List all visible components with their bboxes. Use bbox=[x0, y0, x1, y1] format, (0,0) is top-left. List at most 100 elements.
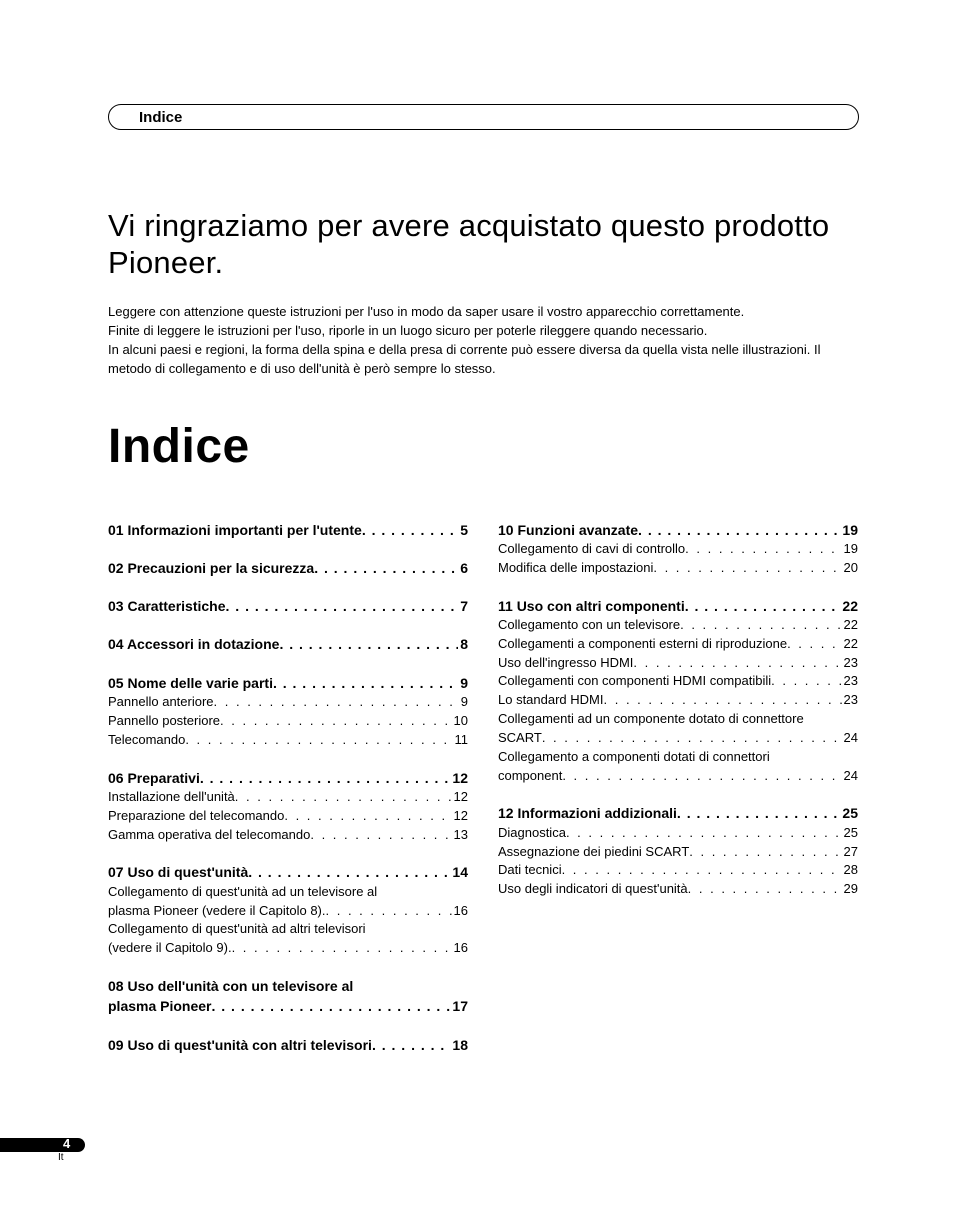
toc-sub: Dati tecnici28 bbox=[498, 861, 858, 880]
toc-sub: Collegamento a componenti dotati di conn… bbox=[498, 748, 858, 786]
toc-line: 10 Funzioni avanzate19 bbox=[498, 520, 858, 540]
toc-chapter: 07 Uso di quest'unità14 bbox=[108, 862, 468, 882]
toc-leader bbox=[248, 862, 450, 882]
toc-page: 22 bbox=[842, 616, 858, 635]
footer-bar bbox=[0, 1138, 85, 1152]
toc-leader bbox=[232, 939, 452, 958]
toc-chapter: 09 Uso di quest'unità con altri televiso… bbox=[108, 1035, 468, 1055]
toc-page: 19 bbox=[840, 520, 858, 540]
toc-label: 11 Uso con altri componenti bbox=[498, 596, 685, 616]
toc-spacer bbox=[108, 958, 468, 976]
toc-line: Collegamento con un televisore22 bbox=[498, 616, 858, 635]
toc-leader bbox=[200, 768, 451, 788]
toc-line: Collegamento di quest'unità ad altri tel… bbox=[108, 920, 468, 939]
toc-line: Dati tecnici28 bbox=[498, 861, 858, 880]
toc-label: Pannello anteriore bbox=[108, 693, 214, 712]
toc-leader bbox=[279, 634, 458, 654]
toc-label: Installazione dell'unità bbox=[108, 788, 235, 807]
toc-label: Dati tecnici bbox=[498, 861, 562, 880]
toc-line: Uso degli indicatori di quest'unità29 bbox=[498, 880, 858, 899]
toc-label: Collegamento di quest'unità ad un televi… bbox=[108, 883, 377, 902]
toc-line: 11 Uso con altri componenti22 bbox=[498, 596, 858, 616]
intro-line: Finite di leggere le istruzioni per l'us… bbox=[108, 322, 859, 341]
toc-label: Collegamenti con componenti HDMI compati… bbox=[498, 672, 771, 691]
toc-spacer bbox=[108, 540, 468, 558]
toc-spacer bbox=[108, 655, 468, 673]
toc-spacer bbox=[108, 844, 468, 862]
toc-sub: Preparazione del telecomando12 bbox=[108, 807, 468, 826]
toc-label: Collegamento di quest'unità ad altri tel… bbox=[108, 920, 366, 939]
toc-leader bbox=[604, 691, 842, 710]
toc-line: Collegamenti con componenti HDMI compati… bbox=[498, 672, 858, 691]
toc-chapter: 02 Precauzioni per la sicurezza6 bbox=[108, 558, 468, 578]
toc-line: 01 Informazioni importanti per l'utente5 bbox=[108, 520, 468, 540]
toc-label: Collegamento a componenti dotati di conn… bbox=[498, 748, 770, 767]
toc-label: Collegamenti a componenti esterni di rip… bbox=[498, 635, 787, 654]
toc-page: 16 bbox=[452, 939, 468, 958]
toc-label: 05 Nome delle varie parti bbox=[108, 673, 273, 693]
toc-label: 09 Uso di quest'unità con altri televiso… bbox=[108, 1035, 372, 1055]
toc-line: plasma Pioneer (vedere il Capitolo 8).16 bbox=[108, 902, 468, 921]
document-page: Indice Vi ringraziamo per avere acquista… bbox=[0, 0, 954, 1229]
toc-leader bbox=[633, 654, 841, 673]
toc-sub: Uso dell'ingresso HDMI 23 bbox=[498, 654, 858, 673]
toc-line: Collegamenti ad un componente dotato di … bbox=[498, 710, 858, 729]
toc-leader bbox=[326, 902, 452, 921]
toc-line: 05 Nome delle varie parti9 bbox=[108, 673, 468, 693]
toc-leader bbox=[638, 520, 840, 540]
toc-sub: Modifica delle impostazioni 20 bbox=[498, 559, 858, 578]
toc-label: Modifica delle impostazioni bbox=[498, 559, 653, 578]
toc-page: 14 bbox=[450, 862, 468, 882]
toc-label: Assegnazione dei piedini SCART bbox=[498, 843, 689, 862]
toc-line: Lo standard HDMI 23 bbox=[498, 691, 858, 710]
toc-line: Pannello posteriore10 bbox=[108, 712, 468, 731]
toc-page: 5 bbox=[458, 520, 468, 540]
toc-sub: Lo standard HDMI 23 bbox=[498, 691, 858, 710]
toc-label: plasma Pioneer (vedere il Capitolo 8). bbox=[108, 902, 326, 921]
toc-page: 18 bbox=[450, 1035, 468, 1055]
toc-page: 7 bbox=[458, 596, 468, 616]
toc-leader bbox=[226, 596, 459, 616]
toc-label: 03 Caratteristiche bbox=[108, 596, 226, 616]
toc-page: 23 bbox=[842, 654, 858, 673]
toc-label: 06 Preparativi bbox=[108, 768, 200, 788]
toc-leader bbox=[688, 880, 842, 899]
toc-columns: 01 Informazioni importanti per l'utente5… bbox=[108, 520, 859, 1055]
toc-line: Installazione dell'unità 12 bbox=[108, 788, 468, 807]
toc-sub: Diagnostica25 bbox=[498, 824, 858, 843]
toc-line: Assegnazione dei piedini SCART27 bbox=[498, 843, 858, 862]
toc-line: 07 Uso di quest'unità14 bbox=[108, 862, 468, 882]
toc-spacer bbox=[498, 578, 858, 596]
toc-label: 12 Informazioni addizionali bbox=[498, 803, 677, 823]
toc-label: 02 Precauzioni per la sicurezza bbox=[108, 558, 314, 578]
toc-leader bbox=[685, 540, 841, 559]
toc-label: 08 Uso dell'unità con un televisore al bbox=[108, 976, 353, 996]
toc-page: 23 bbox=[842, 672, 858, 691]
toc-sub: Installazione dell'unità 12 bbox=[108, 788, 468, 807]
toc-label: Uso dell'ingresso HDMI bbox=[498, 654, 633, 673]
toc-sub: Collegamenti con componenti HDMI compati… bbox=[498, 672, 858, 691]
toc-label: Telecomando bbox=[108, 731, 185, 750]
toc-chapter: 04 Accessori in dotazione8 bbox=[108, 634, 468, 654]
toc-leader bbox=[310, 826, 451, 845]
toc-chapter: 12 Informazioni addizionali25 bbox=[498, 803, 858, 823]
page-number: 4 bbox=[63, 1136, 70, 1151]
toc-leader bbox=[689, 843, 841, 862]
toc-leader bbox=[685, 596, 841, 616]
toc-sub: Pannello anteriore9 bbox=[108, 693, 468, 712]
toc-right-column: 10 Funzioni avanzate19Collegamento di ca… bbox=[498, 520, 858, 1055]
toc-label: Lo standard HDMI bbox=[498, 691, 604, 710]
toc-line: Collegamenti a componenti esterni di rip… bbox=[498, 635, 858, 654]
toc-label: SCART bbox=[498, 729, 542, 748]
toc-page: 12 bbox=[452, 788, 468, 807]
toc-page: 20 bbox=[842, 559, 858, 578]
toc-page: 23 bbox=[842, 691, 858, 710]
toc-page: 25 bbox=[842, 824, 858, 843]
toc-page: 8 bbox=[458, 634, 468, 654]
toc-spacer bbox=[108, 616, 468, 634]
toc-leader bbox=[212, 996, 451, 1016]
toc-page: 17 bbox=[450, 996, 468, 1016]
toc-line: SCART24 bbox=[498, 729, 858, 748]
toc-page: 10 bbox=[452, 712, 468, 731]
toc-line: 12 Informazioni addizionali25 bbox=[498, 803, 858, 823]
